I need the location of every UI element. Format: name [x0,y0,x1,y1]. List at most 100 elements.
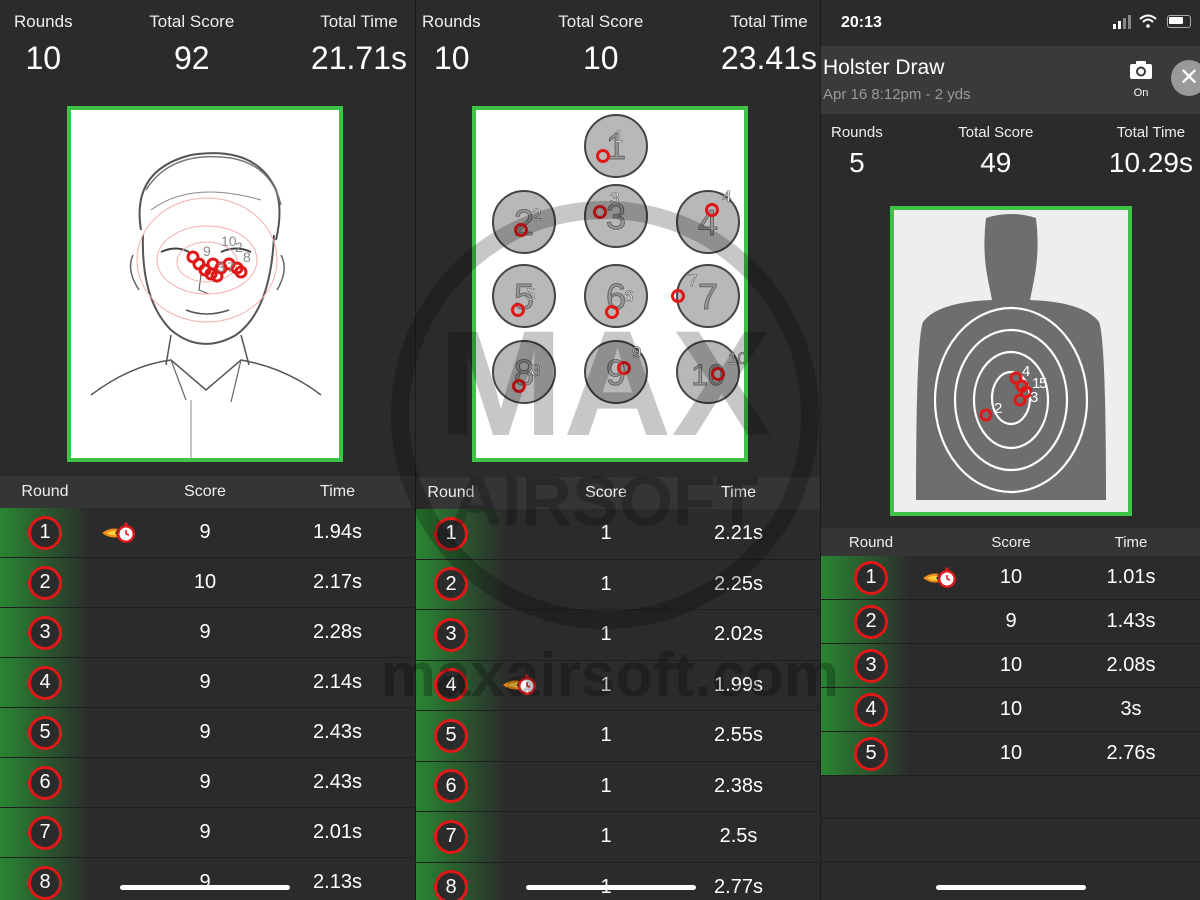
stats-bar: Rounds 10 Total Score 92 Total Time 21.7… [0,12,415,77]
round-badge: 2 [854,604,888,639]
total-time-value: 10.29s [1108,147,1193,178]
stat-total-time: Total Time 23.41s [720,12,817,76]
hit-label: 3 [1030,389,1038,406]
round-time: 1.43s [1106,610,1156,632]
table-body: 1 9 1.94s 2 10 2.17s 3 9 2.28s 4 9 2.14s 5 9 2.43s 6 9 2.… [0,508,415,900]
plate [676,190,740,254]
table-row[interactable]: 812.77s [416,862,821,900]
round-score: 10 [999,654,1023,676]
hit-label: 9 [203,243,211,259]
total-score-value: 49 [980,147,1012,178]
stat-total-time: Total Time 21.71s [310,12,407,76]
table-row[interactable]: 5 10 2.76s [821,732,1200,776]
plate-number: 1 [606,126,626,167]
hit-label: 8 [243,249,251,265]
round-score: 10 [999,742,1023,764]
table-row[interactable]: 1 1 2.21s [416,509,821,560]
table-row[interactable]: 5 1 2.55s [416,711,821,762]
table-row[interactable]: 1 10 1.01s [821,556,1200,600]
home-indicator[interactable] [120,885,290,890]
hit-label: 4 [722,187,731,206]
table-row[interactable]: 4 9 2.14s [0,658,415,708]
table-row[interactable]: 7 1 2.5s [416,812,821,863]
plate [492,264,556,328]
panel-plate-target: Rounds 10 Total Score 10 Total Time 23.4… [415,0,821,900]
round-badge: 7 [28,815,62,850]
table-row[interactable]: 3 10 2.08s [821,644,1200,688]
table-row[interactable]: 3 1 2.02s [416,610,821,661]
silhouette-target[interactable]: 4 1 5 3 2 [890,206,1132,516]
round-time: 2.01s [313,821,362,843]
round-time: 1.94s [313,521,362,543]
round-score: 9 [199,621,211,643]
round-score: 1 [600,774,612,797]
hit-marker [512,379,526,393]
plate-number: 5 [514,276,534,317]
close-icon: ✕ [1178,64,1200,91]
rounds-value: 10 [25,40,62,76]
table-row[interactable]: 6 1 2.38s [416,761,821,812]
round-score: 9 [199,821,211,843]
plate-number: 10 [691,359,724,392]
home-indicator[interactable] [526,885,696,890]
table-row[interactable]: 3 9 2.28s [0,608,415,658]
round-time: 2.14s [313,671,362,693]
plate [584,184,648,248]
round-badge: 1 [854,560,888,595]
camera-label: On [1133,87,1149,99]
home-indicator[interactable] [936,885,1086,890]
table-header: Round Score Time [821,528,1200,556]
table-row[interactable]: 2 9 1.43s [821,600,1200,644]
table-row[interactable]: 6 9 2.43s [0,758,415,808]
hit-marker [511,303,525,317]
hit-label: 7 [688,271,697,290]
table-row[interactable]: 4 10 3s [821,688,1200,732]
stat-rounds: Rounds 10 [422,12,481,76]
hit-label: 3 [217,259,225,275]
table-row[interactable]: 8 9 2.13s [0,858,415,900]
table-row[interactable]: 1 9 1.94s [0,508,415,558]
round-badge: 4 [28,665,62,700]
hit-marker [617,361,631,375]
round-badge: 6 [28,765,62,800]
table-row[interactable]: 2 1 2.25s [416,559,821,610]
hit-marker [514,223,528,237]
round-time: 2.55s [714,724,763,747]
rounds-table: Round Score Time 1 9 1.94s 2 10 2.17s 3 9 2.28s 4… [0,476,415,900]
stats-bar: Rounds 5 Total Score 49 Total Time 10.29… [821,124,1200,179]
rounds-table: Round Score Time 1 1 2.21s 2 1 2.25s 3 1 2.02s 4 1… [416,477,821,900]
battery-icon [1167,15,1191,28]
round-time: 2.17s [313,571,362,593]
hit-marker [605,305,619,319]
hit-label: 10 [728,349,744,368]
round-time: 2.25s [714,572,763,595]
camera-icon [1130,61,1152,79]
face-target-drawing: 10 9 2 3 7 8 [90,152,322,458]
round-score: 1 [600,623,612,646]
table-row[interactable]: 2 10 2.17s [0,558,415,608]
close-button[interactable]: ✕ [1171,60,1200,96]
camera-toggle[interactable]: On [1126,60,1156,99]
face-target[interactable]: 10 9 2 3 7 8 [67,106,343,462]
round-badge: 1 [434,516,468,551]
hit-label: 9 [632,343,641,362]
table-row[interactable]: 4 1 1.99s [416,660,821,711]
hit-label: 3 [610,189,619,208]
hit-marker [711,367,725,381]
hit-marker [705,203,719,217]
stats-bar: Rounds 10 Total Score 10 Total Time 23.4… [416,12,821,77]
table-row[interactable]: 5 9 2.43s [0,708,415,758]
session-header: Holster Draw Apr 16 8:12pm - 2 yds On ✕ [821,46,1200,114]
round-badge: 3 [854,648,888,683]
silhouette-drawing: 4 1 5 3 2 [916,214,1106,500]
plate-number: 8 [514,352,534,393]
round-time: 2.5s [719,825,758,848]
round-badge: 2 [28,565,62,600]
hit-label: 6 [624,287,633,306]
round-time: 2.43s [313,721,362,743]
plate-rack-target[interactable]: 1234567891012345678910 [472,106,748,462]
round-time: 2.02s [714,623,763,646]
table-row[interactable]: 7 9 2.01s [0,808,415,858]
rounds-value: 10 [434,40,470,76]
hit-marker [671,289,685,303]
